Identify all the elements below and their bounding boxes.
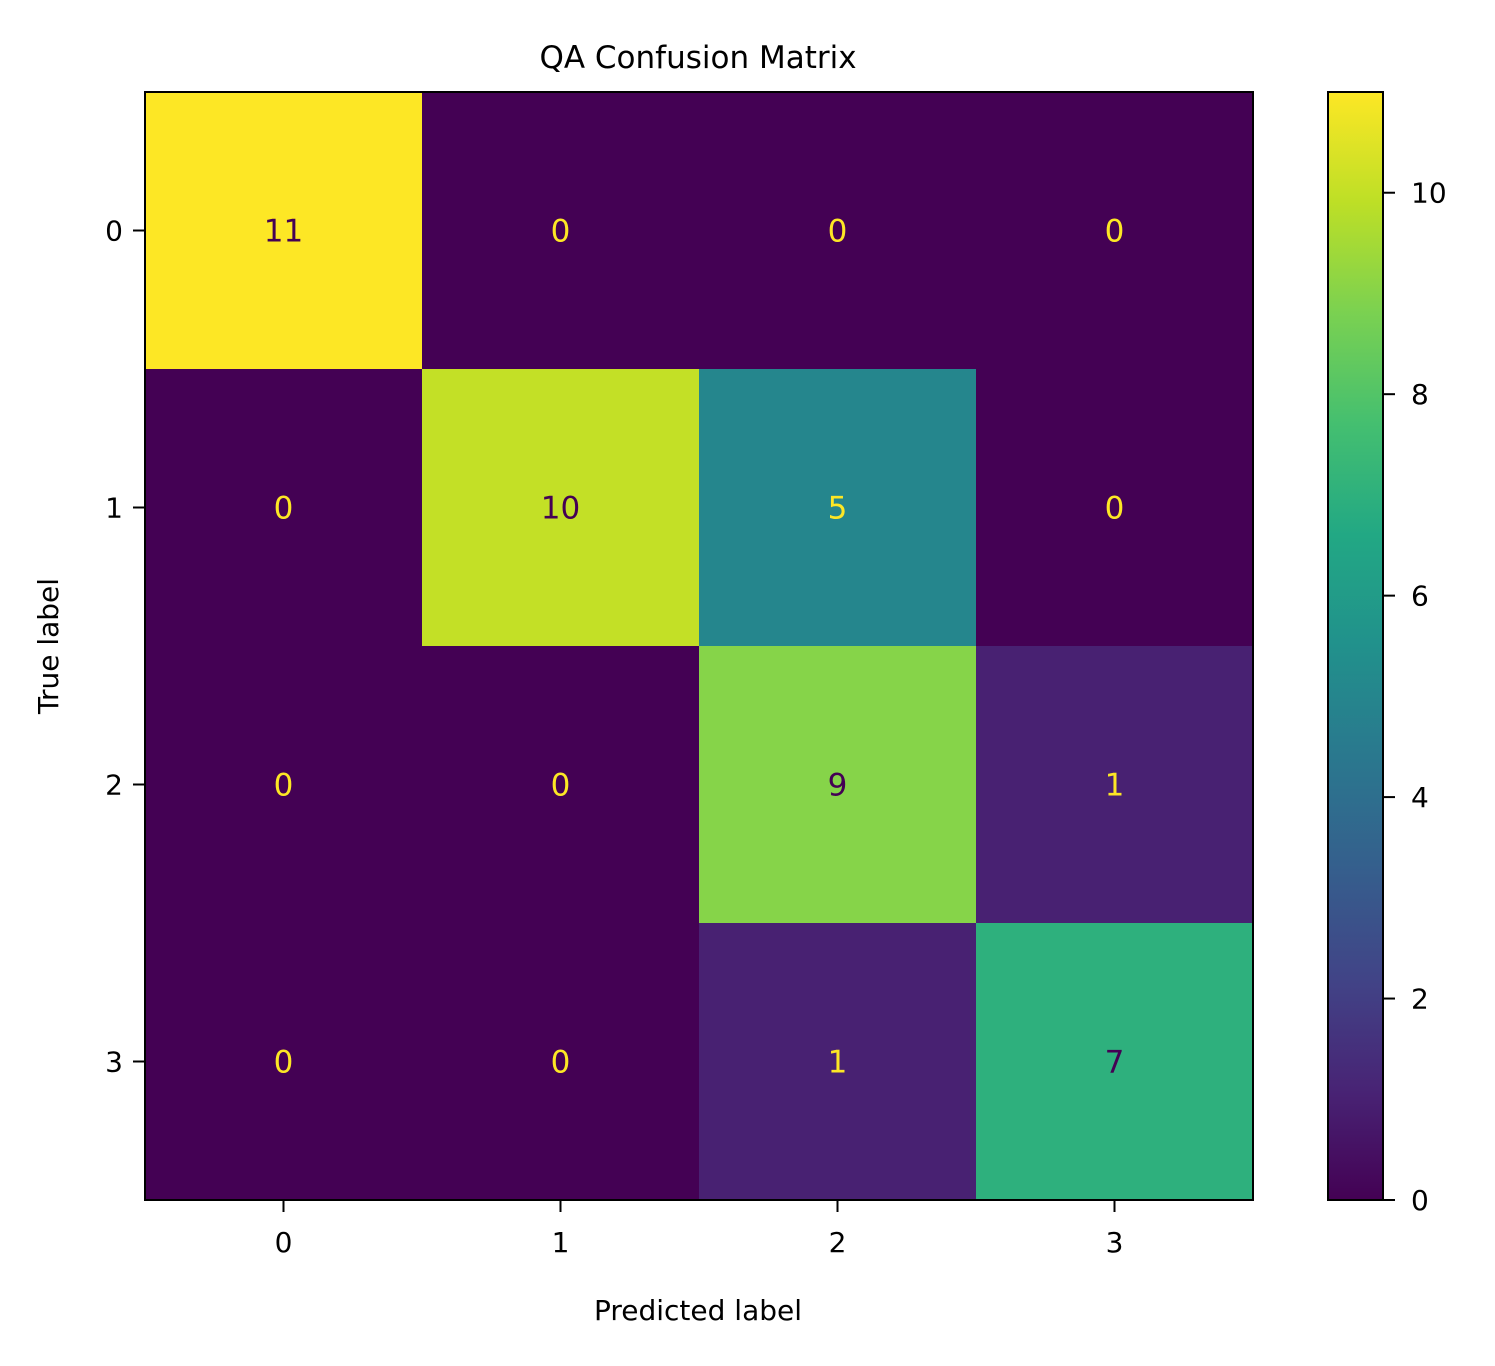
- colorbar-tick-label-2: 2: [1411, 983, 1429, 1016]
- heatmap-cell-r0-c0: [145, 92, 423, 370]
- y-tick-label-0: 0: [105, 215, 123, 248]
- x-tick-label-0: 0: [275, 1226, 293, 1259]
- y-tick-label-3: 3: [105, 1046, 123, 1079]
- cell-value-label-r2-c1: 0: [551, 768, 571, 804]
- x-axis-ticks: 0 1 2 3: [275, 1200, 1124, 1259]
- cell-value-label-r1-c3: 0: [1105, 491, 1125, 527]
- y-tick-label-1: 1: [105, 492, 123, 525]
- y-axis-ticks: 0 1 2 3: [105, 215, 145, 1079]
- cell-value-labels: 11 0 0 00 10 5 00 0 9 10 0 1 7: [264, 214, 1125, 1081]
- heatmap-cell-r2-c0: [145, 646, 423, 924]
- colorbar-tick-label-10: 10: [1411, 177, 1447, 210]
- y-tick-label-2: 2: [105, 769, 123, 802]
- colorbar: [1328, 92, 1383, 1200]
- x-tick-label-2: 2: [829, 1226, 847, 1259]
- heatmap-cell-r1-c3: [976, 369, 1254, 647]
- heatmap-cell-r0-c1: [422, 92, 700, 370]
- cell-value-label-r1-c0: 0: [274, 491, 294, 527]
- cell-value-label-r3-c2: 1: [828, 1045, 848, 1081]
- heatmap-cell-r1-c2: [699, 369, 977, 647]
- cell-value-label-r0-c1: 0: [551, 214, 571, 250]
- cell-value-label-r3-c0: 0: [274, 1045, 294, 1081]
- plot-frame: [144, 91, 1254, 1201]
- heatmap-cell-r3-c3: [976, 923, 1254, 1201]
- cell-value-label-r1-c2: 5: [828, 491, 848, 527]
- colorbar-tick-label-0: 0: [1411, 1184, 1429, 1217]
- cell-value-label-r0-c2: 0: [828, 214, 848, 250]
- heatmap-cell-r2-c3: [976, 646, 1254, 924]
- heatmap-cell-r2-c1: [422, 646, 700, 924]
- cell-value-label-r1-c1: 10: [541, 491, 580, 527]
- heatmap-cell-r0-c2: [699, 92, 977, 370]
- heatmap-cells: [145, 92, 1254, 1201]
- cell-value-label-r2-c0: 0: [274, 768, 294, 804]
- chart-title: QA Confusion Matrix: [539, 40, 856, 76]
- x-tick-label-1: 1: [552, 1226, 570, 1259]
- cell-value-label-r3-c1: 0: [551, 1045, 571, 1081]
- heatmap-cell-r1-c1: [422, 369, 700, 647]
- colorbar-frame: [1327, 91, 1384, 1201]
- colorbar-tick-label-6: 6: [1411, 580, 1429, 613]
- heatmap-cell-r0-c3: [976, 92, 1254, 370]
- cell-value-label-r0-c0: 11: [264, 214, 303, 250]
- colorbar-ticks: 0 2 4 6 8 10: [1383, 177, 1447, 1217]
- colorbar-tick-label-4: 4: [1411, 781, 1429, 814]
- heatmap-cell-r2-c2: [699, 646, 977, 924]
- cell-value-label-r3-c3: 7: [1105, 1045, 1125, 1081]
- heatmap-cell-r3-c2: [699, 923, 977, 1201]
- x-tick-label-3: 3: [1106, 1226, 1124, 1259]
- x-axis-label: Predicted label: [594, 1294, 802, 1327]
- heatmap-cell-r1-c0: [145, 369, 423, 647]
- cell-value-label-r2-c2: 9: [828, 768, 848, 804]
- y-axis-label: True label: [32, 578, 65, 715]
- cell-value-label-r2-c3: 1: [1105, 768, 1125, 804]
- colorbar-tick-label-8: 8: [1411, 378, 1429, 411]
- cell-value-label-r0-c3: 0: [1105, 214, 1125, 250]
- heatmap-cell-r3-c0: [145, 923, 423, 1201]
- heatmap-cell-r3-c1: [422, 923, 700, 1201]
